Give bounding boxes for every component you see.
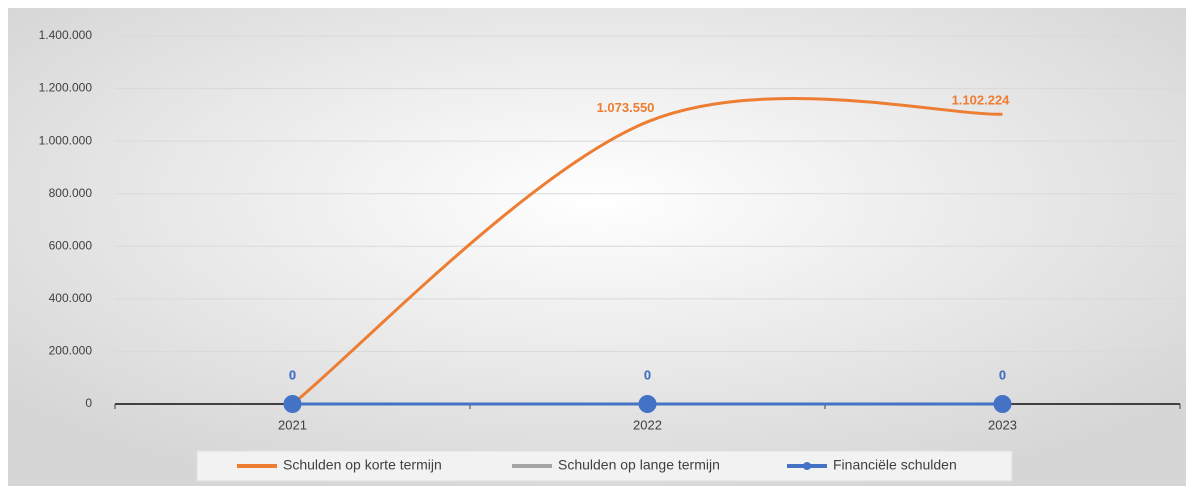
- x-tick-label: 2022: [633, 417, 662, 432]
- y-tick-label: 200.000: [49, 344, 93, 358]
- data-label: 0: [289, 367, 296, 382]
- marker: [993, 395, 1012, 413]
- x-tick-label: 2021: [278, 417, 307, 432]
- data-label: 0: [644, 367, 651, 382]
- marker: [638, 395, 657, 413]
- data-label: 0: [644, 367, 651, 382]
- y-tick-label: 400.000: [49, 291, 93, 305]
- legend-label: Schulden op lange termijn: [558, 457, 720, 473]
- y-tick-label: 1.400.000: [39, 28, 93, 42]
- data-label: 1.102.224: [952, 93, 1011, 108]
- data-label: 0: [289, 367, 296, 382]
- legend-label: Financiële schulden: [833, 457, 957, 473]
- chart-background: [8, 8, 1186, 486]
- marker: [283, 395, 302, 413]
- y-tick-label: 1.000.000: [39, 133, 93, 147]
- y-tick-label: 0: [85, 396, 92, 410]
- x-tick-label: 2023: [988, 417, 1017, 432]
- data-label: 1.073.550: [597, 100, 655, 115]
- legend-box: [196, 450, 1013, 482]
- legend-label: Schulden op korte termijn: [283, 457, 442, 473]
- y-tick-label: 800.000: [49, 186, 93, 200]
- y-tick-label: 600.000: [49, 238, 93, 252]
- data-label: 0: [999, 367, 1006, 382]
- y-tick-label: 1.200.000: [39, 81, 93, 95]
- data-label: 0: [289, 367, 296, 382]
- series-line: [291, 97, 1003, 406]
- legend-marker: [803, 462, 811, 470]
- data-label: 0: [999, 367, 1006, 382]
